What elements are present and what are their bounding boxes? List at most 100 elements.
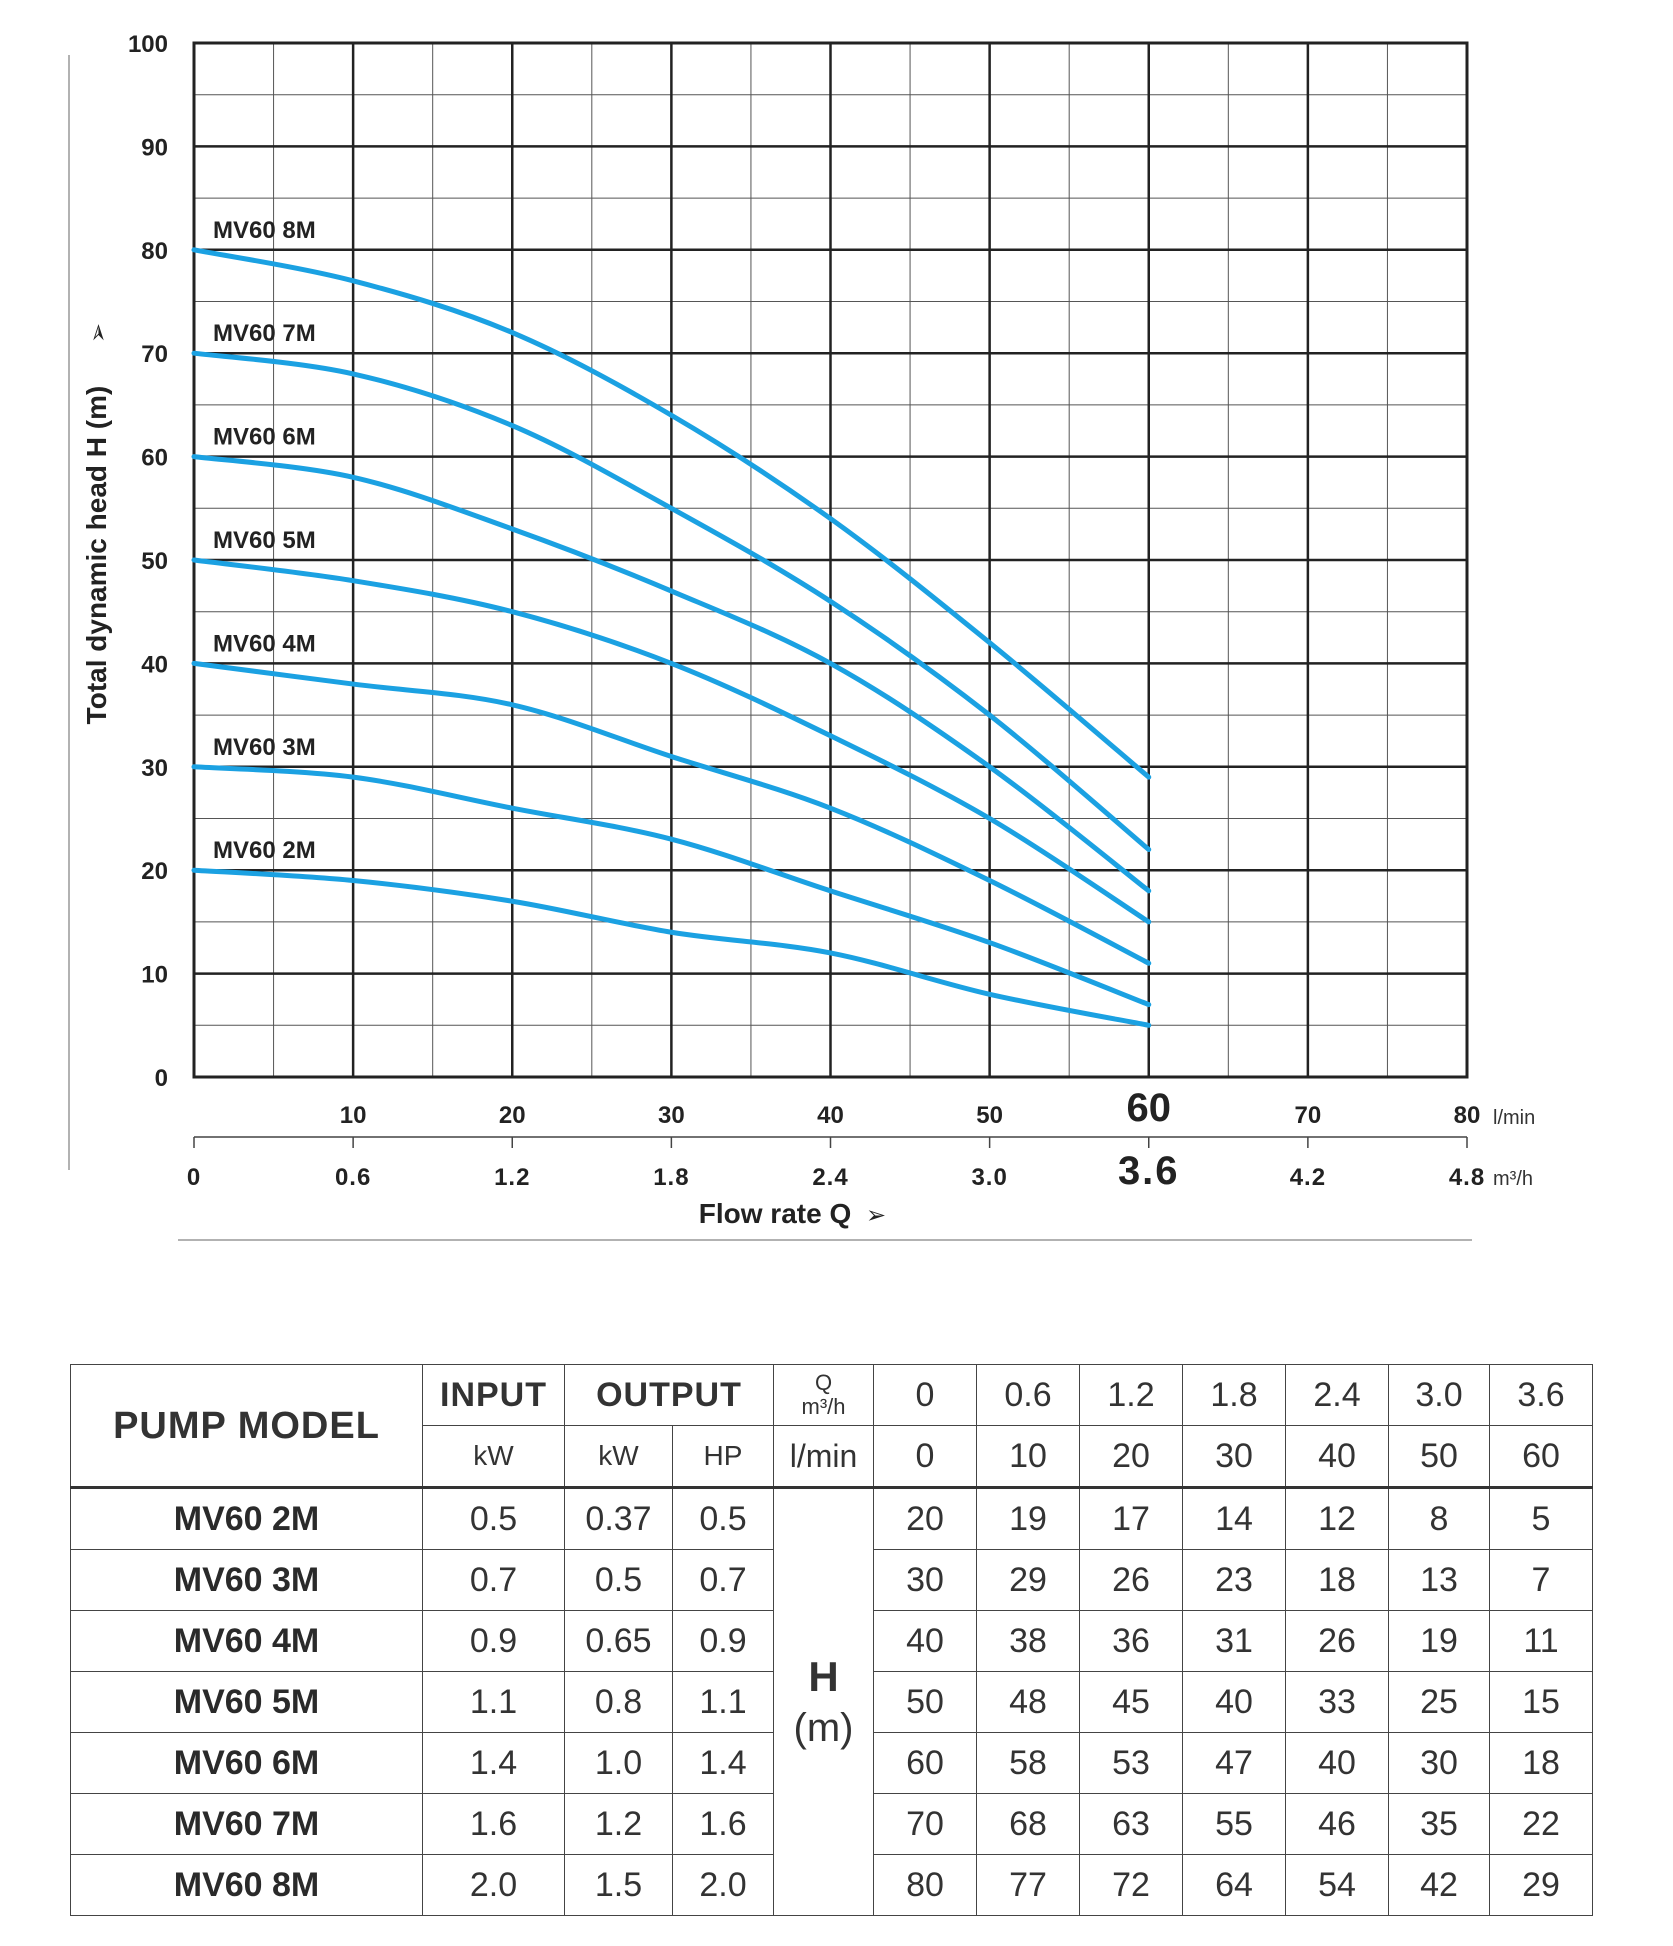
pump-model-header: PUMP MODEL xyxy=(70,1364,423,1488)
head-value: 48 xyxy=(976,1671,1080,1733)
head-value: 30 xyxy=(873,1549,977,1611)
head-value: 26 xyxy=(1285,1610,1389,1672)
head-value: 35 xyxy=(1388,1793,1490,1855)
head-value: 30 xyxy=(1388,1732,1490,1794)
head-value: 40 xyxy=(873,1610,977,1672)
y-tick-label: 20 xyxy=(141,858,168,885)
head-label: H xyxy=(808,1652,839,1700)
q-lmin-cell: 0 xyxy=(873,1425,977,1488)
x-axis-arrow-icon: ➢ xyxy=(866,1201,886,1229)
output-hp-cell: 1.1 xyxy=(672,1671,774,1733)
x-tick-label-m3h: 0 xyxy=(187,1164,201,1191)
y-tick-label: 60 xyxy=(141,445,168,472)
series-label: MV60 4M xyxy=(213,630,316,657)
head-value: 38 xyxy=(976,1610,1080,1672)
model-cell: MV60 2M xyxy=(70,1486,423,1550)
q-m3h-cell: 0.6 xyxy=(976,1364,1080,1426)
series-line xyxy=(191,660,1152,966)
head-value: 70 xyxy=(873,1793,977,1855)
x-tick-label-m3h: 1.8 xyxy=(653,1164,689,1191)
output-hp-cell: 0.5 xyxy=(672,1486,774,1550)
series-line xyxy=(191,764,1152,1008)
head-value: 46 xyxy=(1285,1793,1389,1855)
head-value: 33 xyxy=(1285,1671,1389,1733)
series-label: MV60 5M xyxy=(213,527,316,554)
head-unit: (m) xyxy=(793,1705,854,1750)
head-value: 36 xyxy=(1079,1610,1183,1672)
y-tick-label: 70 xyxy=(141,341,168,368)
input-header: INPUT xyxy=(422,1364,565,1426)
y-tick-label: 40 xyxy=(141,651,168,678)
head-value: 18 xyxy=(1489,1732,1593,1794)
head-value: 53 xyxy=(1079,1732,1183,1794)
y-axis-title: Total dynamic head H (m) xyxy=(81,386,112,725)
y-tick-label: 50 xyxy=(141,548,168,575)
head-value: 60 xyxy=(873,1732,977,1794)
x-unit-label-m3h: m³/h xyxy=(1493,1168,1533,1190)
x-tick-label-m3h: 4.2 xyxy=(1290,1164,1326,1191)
head-value: 31 xyxy=(1182,1610,1286,1672)
head-value: 22 xyxy=(1489,1793,1593,1855)
series-label: MV60 8M xyxy=(213,217,316,244)
output-kw-cell: 0.37 xyxy=(564,1486,673,1550)
output-hp-cell: 1.4 xyxy=(672,1732,774,1794)
output-kw-cell: 1.2 xyxy=(564,1793,673,1855)
series-line xyxy=(191,247,1152,780)
q-unit-label: m³/h xyxy=(801,1394,846,1419)
q-m3h-cell: 1.8 xyxy=(1182,1364,1286,1426)
output-kw-cell: 0.65 xyxy=(564,1610,673,1672)
head-value: 25 xyxy=(1388,1671,1490,1733)
head-value: 42 xyxy=(1388,1854,1490,1916)
head-value: 20 xyxy=(873,1486,977,1550)
output-hp-cell: 0.7 xyxy=(672,1549,774,1611)
x-tick-label-lmin: 30 xyxy=(658,1102,685,1129)
q-lmin-cell: 40 xyxy=(1285,1425,1389,1488)
series-label: MV60 6M xyxy=(213,424,316,451)
series-labels: MV60 2M MV60 3M MV60 4M MV60 5M MV60 6M MV60 … xyxy=(213,217,316,864)
head-value: 5 xyxy=(1489,1486,1593,1550)
y-axis-tick-labels: 0 10 20 30 40 50 60 70 80 90 100 xyxy=(128,31,168,1092)
output-header: OUTPUT xyxy=(564,1364,774,1426)
y-axis-arrow-icon: ➢ xyxy=(84,323,112,343)
y-tick-label: 100 xyxy=(128,31,168,58)
x-tick-label-lmin: 20 xyxy=(499,1102,526,1129)
head-value: 19 xyxy=(1388,1610,1490,1672)
head-value: 47 xyxy=(1182,1732,1286,1794)
y-tick-label: 80 xyxy=(141,238,168,265)
head-value: 13 xyxy=(1388,1549,1490,1611)
head-value: 64 xyxy=(1182,1854,1286,1916)
output-hp-cell: 1.6 xyxy=(672,1793,774,1855)
header-row-2: kW kW HP l/min 0 10 20 30 40 50 60 xyxy=(71,1425,1593,1488)
head-value: 15 xyxy=(1489,1671,1593,1733)
q-lmin-cell: 10 xyxy=(976,1425,1080,1488)
x-unit-label-lmin: l/min xyxy=(1493,1107,1535,1129)
input-kw-cell: 0.5 xyxy=(422,1486,565,1550)
q-lmin-cell: 50 xyxy=(1388,1425,1490,1488)
y-tick-label: 90 xyxy=(141,134,168,161)
x-axis-title: Flow rate Q xyxy=(699,1198,851,1229)
head-value: 18 xyxy=(1285,1549,1389,1611)
head-value: 7 xyxy=(1489,1549,1593,1611)
output-hp-cell: 0.9 xyxy=(672,1610,774,1672)
q-lmin-cell: 30 xyxy=(1182,1425,1286,1488)
head-value: 17 xyxy=(1079,1486,1183,1550)
head-value: 14 xyxy=(1182,1486,1286,1550)
series-label: MV60 3M xyxy=(213,734,316,761)
input-kw-header: kW xyxy=(422,1425,565,1488)
x-tick-label-lmin: 80 xyxy=(1454,1102,1481,1129)
q-m3h-cell: 1.2 xyxy=(1079,1364,1183,1426)
q-m3h-cell: 3.6 xyxy=(1489,1364,1593,1426)
series-line xyxy=(191,557,1152,925)
series-line xyxy=(191,867,1152,1028)
head-value: 26 xyxy=(1079,1549,1183,1611)
q-m3h-cell: 3.0 xyxy=(1388,1364,1490,1426)
head-value: 77 xyxy=(976,1854,1080,1916)
model-cell: MV60 6M xyxy=(70,1732,423,1794)
output-kw-cell: 1.0 xyxy=(564,1732,673,1794)
table-row: MV60 6M 1.4 1.0 1.4 60 58 53 47 40 30 18 xyxy=(70,1732,1593,1794)
head-value: 72 xyxy=(1079,1854,1183,1916)
table-row: MV60 5M 1.1 0.8 1.1 50 48 45 40 33 25 15 xyxy=(70,1671,1593,1733)
model-cell: MV60 7M xyxy=(70,1793,423,1855)
x-tick-label-m3h: 0.6 xyxy=(335,1164,371,1191)
input-kw-cell: 1.4 xyxy=(422,1732,565,1794)
